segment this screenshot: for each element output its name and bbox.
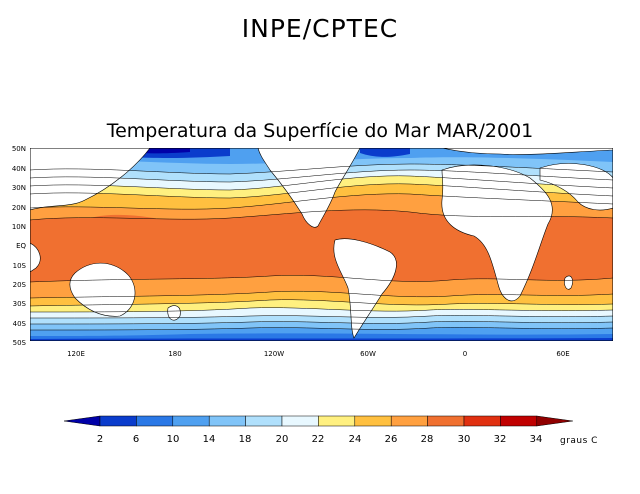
- colorbar-label-24: 24: [348, 434, 362, 445]
- color-bar: [63, 415, 573, 427]
- lon-label-180: 180: [168, 350, 182, 358]
- lat-label-20s: 20S: [12, 281, 26, 289]
- lon-label-120e: 120E: [67, 350, 85, 358]
- lat-label-40s: 40S: [12, 320, 26, 328]
- map-title: Temperatura da Superfície do Mar MAR/200…: [106, 120, 534, 142]
- lat-label-30s: 30S: [12, 300, 26, 308]
- lat-label-50s: 50S: [12, 339, 26, 347]
- colorbar-swatch-13: [536, 415, 573, 427]
- colorbar-swatch-10: [427, 415, 465, 427]
- colorbar-swatch-12: [500, 415, 538, 427]
- lat-label-40n: 40N: [11, 165, 26, 173]
- lon-label-60e: 60E: [556, 350, 570, 358]
- lon-label-60w: 60W: [360, 350, 376, 358]
- colorbar-label-6: 6: [132, 434, 140, 445]
- colorbar-label-20: 20: [275, 434, 289, 445]
- lat-label-10n: 10N: [11, 223, 26, 231]
- colorbar-swatch-1: [99, 415, 137, 427]
- colorbar-swatch-7: [318, 415, 356, 427]
- lon-label-120w: 120W: [263, 350, 285, 358]
- colorbar-swatch-3: [172, 415, 210, 427]
- colorbar-label-10: 10: [166, 434, 180, 445]
- colorbar-label-32: 32: [493, 434, 507, 445]
- colorbar-swatch-2: [136, 415, 174, 427]
- lat-label-eq: EQ: [16, 242, 26, 250]
- colorbar-units: graus C: [560, 436, 598, 446]
- colorbar-label-34: 34: [529, 434, 543, 445]
- colorbar-label-2: 2: [96, 434, 104, 445]
- colorbar-swatch-11: [463, 415, 501, 427]
- colorbar-swatch-5: [245, 415, 283, 427]
- colorbar-swatch-0: [63, 415, 101, 427]
- lat-label-10s: 10S: [12, 262, 26, 270]
- sst-map: [30, 148, 613, 341]
- colorbar-label-28: 28: [420, 434, 434, 445]
- colorbar-label-22: 22: [311, 434, 325, 445]
- agency-title: INPE/CPTEC: [241, 14, 399, 43]
- colorbar-swatch-4: [208, 415, 246, 427]
- colorbar-swatch-6: [281, 415, 319, 427]
- lat-label-20n: 20N: [11, 204, 26, 212]
- colorbar-label-26: 26: [384, 434, 398, 445]
- lat-label-50n: 50N: [11, 145, 26, 153]
- colorbar-label-18: 18: [238, 434, 252, 445]
- colorbar-label-14: 14: [202, 434, 216, 445]
- lon-label-0: 0: [462, 350, 468, 358]
- colorbar-swatch-8: [354, 415, 392, 427]
- lat-label-30n: 30N: [11, 184, 26, 192]
- colorbar-swatch-9: [390, 415, 428, 427]
- colorbar-label-30: 30: [457, 434, 471, 445]
